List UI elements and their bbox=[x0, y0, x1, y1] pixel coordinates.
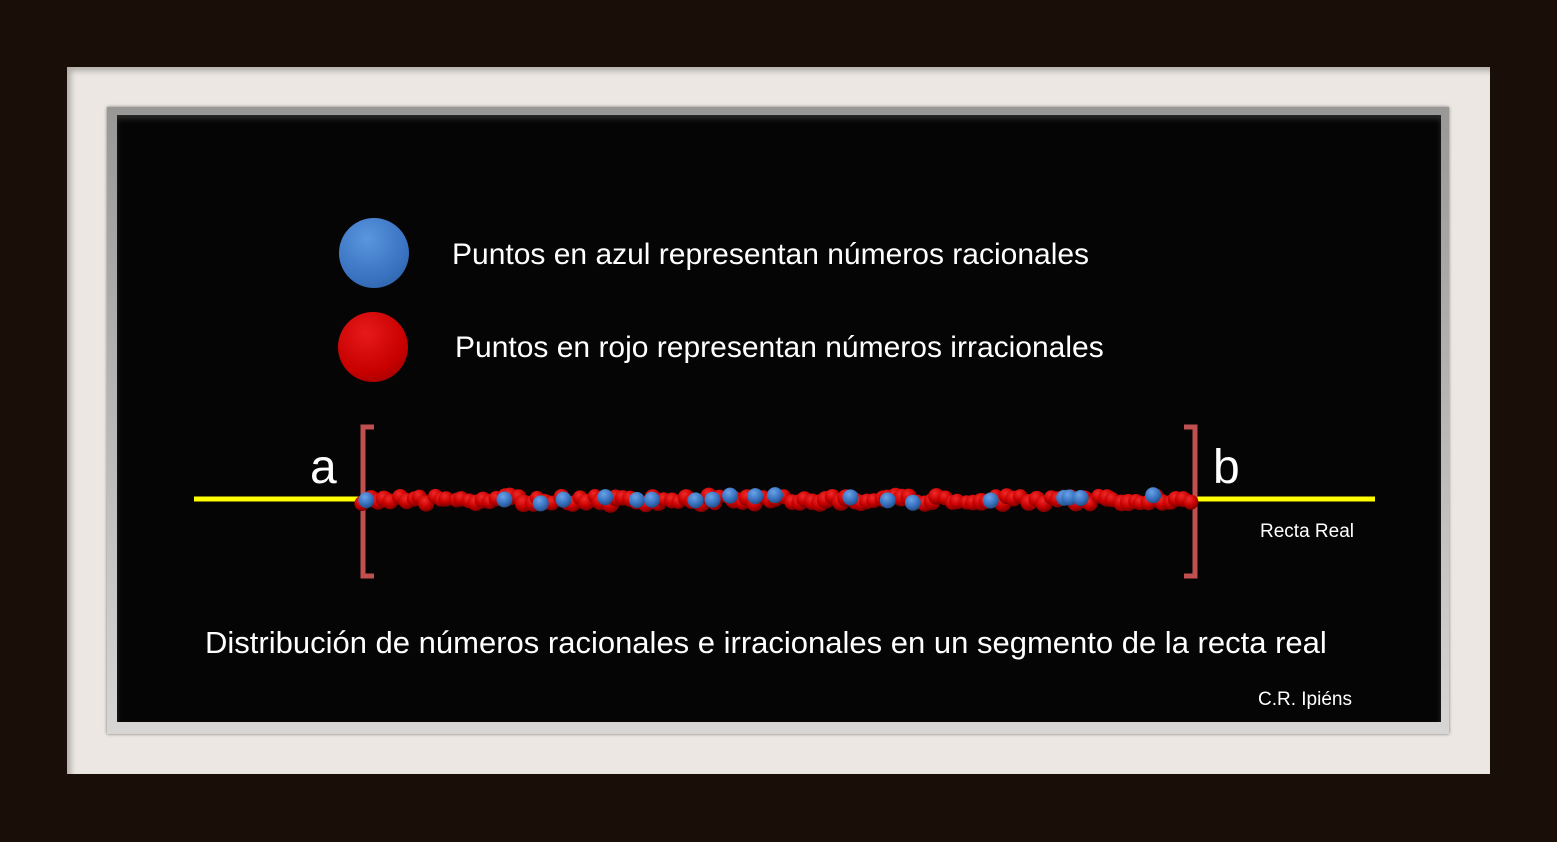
diagram-panel bbox=[117, 115, 1441, 722]
rational-point bbox=[1145, 487, 1162, 504]
irrational-point bbox=[1183, 494, 1199, 510]
rational-point bbox=[1061, 489, 1078, 506]
rational-point bbox=[532, 495, 549, 512]
caption: Distribución de números racionales e irr… bbox=[205, 625, 1327, 660]
rational-point bbox=[687, 492, 704, 509]
rational-point bbox=[358, 492, 375, 509]
rational-point bbox=[628, 492, 645, 509]
rational-point bbox=[496, 491, 513, 508]
legend-rational-label: Puntos en azul representan números racio… bbox=[452, 238, 1090, 271]
rational-point bbox=[643, 491, 660, 508]
rational-point bbox=[704, 491, 721, 508]
real-line-label: Recta Real bbox=[1260, 521, 1354, 542]
legend-blue-dot bbox=[339, 218, 409, 288]
legend-red-dot bbox=[338, 312, 408, 382]
rational-point bbox=[982, 492, 999, 509]
rational-point bbox=[842, 489, 859, 506]
rational-point bbox=[722, 487, 739, 504]
rational-point bbox=[1072, 489, 1089, 506]
label-b: b bbox=[1213, 441, 1240, 494]
rational-point bbox=[555, 491, 572, 508]
legend-irrational-label: Puntos en rojo representan números irrac… bbox=[455, 331, 1104, 364]
author-credit: C.R. Ipiéns bbox=[1258, 689, 1352, 710]
rational-point bbox=[597, 489, 614, 506]
label-a: a bbox=[310, 441, 337, 494]
rational-point bbox=[879, 492, 896, 509]
rational-point bbox=[767, 487, 784, 504]
rational-point bbox=[904, 494, 921, 511]
rational-point bbox=[747, 488, 764, 505]
